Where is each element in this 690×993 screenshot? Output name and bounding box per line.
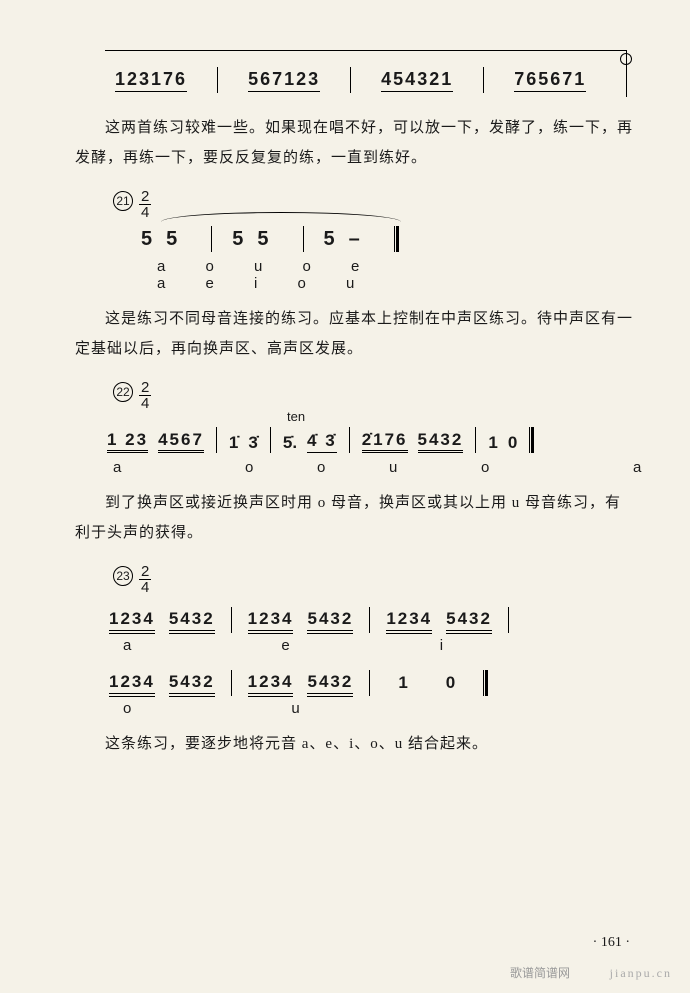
double-barline xyxy=(483,670,488,696)
double-barline xyxy=(394,226,399,252)
note-group: 5432 xyxy=(418,430,464,451)
barline xyxy=(349,427,350,453)
barline xyxy=(216,427,217,453)
paragraph-3: 到了换声区或接近换声区时用 o 母音，换声区或其以上用 u 母音练习，有利于头声… xyxy=(75,488,635,548)
barline xyxy=(483,67,484,93)
barline xyxy=(369,607,370,633)
exercise-21-header: 21 2 4 xyxy=(113,185,635,216)
music-segment: 123176 xyxy=(115,69,187,92)
exercise-number-icon: 23 xyxy=(113,566,133,586)
paragraph-2: 这是练习不同母音连接的练习。应基本上控制在中声区练习。待中声区有一定基础以后，再… xyxy=(75,304,635,364)
note: 3̇ xyxy=(248,433,257,453)
note: 0 xyxy=(508,433,517,453)
slur-arc xyxy=(161,212,401,232)
top-music-line: 123176 567123 454321 765671 xyxy=(115,67,616,93)
note: 1 xyxy=(398,673,407,693)
note-group: 5432 xyxy=(446,609,492,631)
note-group: 1234 xyxy=(109,672,155,694)
exercise-23-line-1: 1234 5432 1234 5432 1234 5432 xyxy=(109,607,635,633)
vowel-row-2: a e i o u xyxy=(157,275,635,292)
exercise-23-vowels-2: o u xyxy=(123,700,635,717)
double-barline xyxy=(529,427,534,453)
barline xyxy=(217,67,218,93)
page-number: · 161 · xyxy=(593,935,630,951)
note: 1 xyxy=(488,433,497,453)
barline xyxy=(369,670,370,696)
note-group: 1 23 xyxy=(107,430,148,451)
exercise-22-vowels: a o o u o a xyxy=(113,459,635,476)
vowel-row-1: a o u o e xyxy=(157,258,635,275)
paragraph-1: 这两首练习较难一些。如果现在唱不好，可以放一下，发酵了，练一下，再发酵，再练一下… xyxy=(75,113,635,173)
exercise-22-header: 22 2 4 xyxy=(113,376,635,407)
note-group: 5432 xyxy=(307,672,353,694)
exercise-23-header: 23 2 4 xyxy=(113,560,635,591)
exercise-23-vowels-1: a e i xyxy=(123,637,635,654)
note-pair: 55 xyxy=(141,228,191,251)
note-group: 1234 xyxy=(248,672,294,694)
time-signature: 2 4 xyxy=(139,189,151,220)
barline xyxy=(270,427,271,453)
watermark-text-cn: 歌谱简谱网 xyxy=(510,964,570,981)
note-group: 4567 xyxy=(158,430,204,451)
note-group: 1234 xyxy=(248,609,294,631)
barline xyxy=(231,670,232,696)
barline xyxy=(475,427,476,453)
note-group: 5432 xyxy=(169,609,215,631)
note: 1̇ xyxy=(229,433,238,453)
music-segment: 765671 xyxy=(514,69,586,92)
watermark-text: jianpu.cn xyxy=(610,966,672,981)
time-signature: 2 4 xyxy=(139,564,151,595)
barline xyxy=(350,67,351,93)
music-segment: 454321 xyxy=(381,69,453,92)
exercise-number-icon: 21 xyxy=(113,191,133,211)
exercise-21-notes: 55 55 5– xyxy=(141,226,635,252)
barline xyxy=(231,607,232,633)
note: 0 xyxy=(446,673,455,693)
music-segment: 567123 xyxy=(248,69,320,92)
note-group: 1234 xyxy=(386,609,432,631)
exercise-number-icon: 22 xyxy=(113,382,133,402)
note-group: 5432 xyxy=(169,672,215,694)
note-group: 5432 xyxy=(307,609,353,631)
ten-marking: ten xyxy=(287,409,305,424)
paragraph-4: 这条练习，要逐步地将元音 a、e、i、o、u 结合起来。 xyxy=(75,729,635,759)
note-group: 2̇176 xyxy=(362,430,408,451)
note-group: 4̇ 3̇ xyxy=(307,431,337,453)
note-group: 1234 xyxy=(109,609,155,631)
exercise-22-notes: ten 1 23 4567 1̇ 3̇ 5̇. 4̇ 3̇ 2̇176 5432… xyxy=(107,427,635,453)
top-music-frame: 123176 567123 454321 765671 xyxy=(105,50,627,97)
barline xyxy=(508,607,509,633)
time-signature: 2 4 xyxy=(139,380,151,411)
exercise-23-line-2: 1234 5432 1234 5432 1 0 xyxy=(109,670,635,696)
note: 5̇. xyxy=(283,433,297,453)
